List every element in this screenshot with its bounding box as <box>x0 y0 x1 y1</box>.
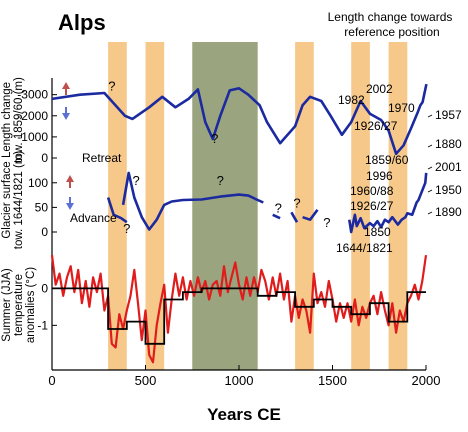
glacier_surface-y-label-1: tow. 1644/1821 (m) <box>13 151 25 250</box>
shaded-period-2 <box>192 42 258 370</box>
length-advance-arrow <box>62 107 70 120</box>
advance-label: Advance <box>70 211 117 225</box>
shaded-period-1 <box>145 42 165 370</box>
temperature-step-line <box>52 287 426 345</box>
x-tick-label-0: 0 <box>48 373 55 388</box>
glacier_surface-question-4: ? <box>293 195 300 210</box>
x-axis-label: Years CE <box>207 405 281 424</box>
glacier_surface-series-4 <box>302 209 319 221</box>
shaded-period-3 <box>295 42 314 370</box>
leader-line-4 <box>427 211 433 215</box>
year-label-7: 2001 <box>435 160 462 174</box>
year-label-6: 1859/60 <box>365 153 409 167</box>
length_change-question-0: ? <box>108 78 115 93</box>
length_change-question-1: ? <box>211 131 218 146</box>
temperature-y-label-0: Summer (JJA) <box>1 268 13 342</box>
length_change-y-tick-label-1000: -1000 <box>17 130 48 144</box>
leader-line-3 <box>427 189 433 193</box>
year-label-9: 1960/88 <box>350 184 394 198</box>
x-tick-label-2000: 2000 <box>412 373 441 388</box>
glacier-advance-arrow <box>66 197 74 210</box>
temperature-y-label-2: anomalies (°C) <box>25 267 37 343</box>
data-series <box>50 83 428 364</box>
length_change-series-0 <box>51 83 428 156</box>
year-label-8: 1996 <box>366 169 393 183</box>
leader-line-1 <box>427 144 433 148</box>
glacier_surface-question-3: ? <box>275 200 282 215</box>
glacier_surface-question-2: ? <box>217 173 224 188</box>
year-label-3: 1957 <box>435 108 462 122</box>
chart-title: Alps <box>58 10 106 35</box>
length-retreat-arrow <box>62 82 70 95</box>
glacier_surface-series-0 <box>106 197 128 224</box>
leader-line-2 <box>427 166 433 170</box>
glacier_surface-y-tick-label-0: 0 <box>41 225 48 239</box>
year-label-12: 1890 <box>435 205 462 219</box>
shaded-period-4 <box>351 42 370 370</box>
glacier_surface-series-1 <box>121 171 264 231</box>
year-label-13: 1850 <box>364 225 391 239</box>
year-label-14: 1644/1821 <box>336 241 393 255</box>
glacier_surface-series-2 <box>272 213 281 220</box>
x-tick-label-1000: 1000 <box>225 373 254 388</box>
glacier-retreat-arrow <box>66 175 74 188</box>
chart-labels: Alps Length change towards reference pos… <box>58 10 452 424</box>
glacier_surface-question-1: ? <box>123 221 130 236</box>
leader-line-0 <box>427 114 433 118</box>
length_change-y-tick-label-2000: -2000 <box>17 109 48 123</box>
x-tick-label-500: 500 <box>135 373 157 388</box>
shaded-period-5 <box>388 42 408 370</box>
x-tick-label-1500: 1500 <box>318 373 347 388</box>
temperature-y-label-1: temperature <box>13 274 25 336</box>
year-label-5: 1880 <box>435 137 462 151</box>
glacier_surface-series-5 <box>348 172 428 234</box>
glacier_surface-y-label-0: Glacier surface <box>1 161 13 238</box>
year-label-10: 1950 <box>435 183 462 197</box>
year-label-1: 2002 <box>366 82 393 96</box>
shaded-period-0 <box>108 42 127 370</box>
temperature-y-tick-label--1: -1 <box>37 318 48 332</box>
year-label-4: 1926/27 <box>354 119 398 133</box>
temperature-red-line <box>50 254 428 364</box>
glacier_surface-y-tick-label-100: 100 <box>28 176 48 190</box>
shaded-period-bands <box>108 42 408 370</box>
glacier_surface-series-3 <box>290 211 299 223</box>
length_change-y-label-0: Length change <box>1 82 13 158</box>
length_change-y-tick-label-3000: -3000 <box>17 88 48 102</box>
glacier_surface-y-tick-label-50: 50 <box>35 200 49 214</box>
glacier_surface-question-0: ? <box>133 173 140 188</box>
year-label-0: 1982 <box>338 93 365 107</box>
year-label-2: 1970 <box>388 101 415 115</box>
length_change-y-label-1: tow. 1859/60 (m) <box>13 77 25 163</box>
temperature-y-tick-label-0: 0 <box>41 281 48 295</box>
retreat-label: Retreat <box>82 151 122 165</box>
top-right-title-line2: reference position <box>344 25 439 39</box>
glacier_surface-question-5: ? <box>323 215 330 230</box>
length_change-y-tick-label-0: 0 <box>41 151 48 165</box>
top-right-title-line1: Length change towards <box>328 10 453 24</box>
year-label-11: 1926/27 <box>350 199 394 213</box>
